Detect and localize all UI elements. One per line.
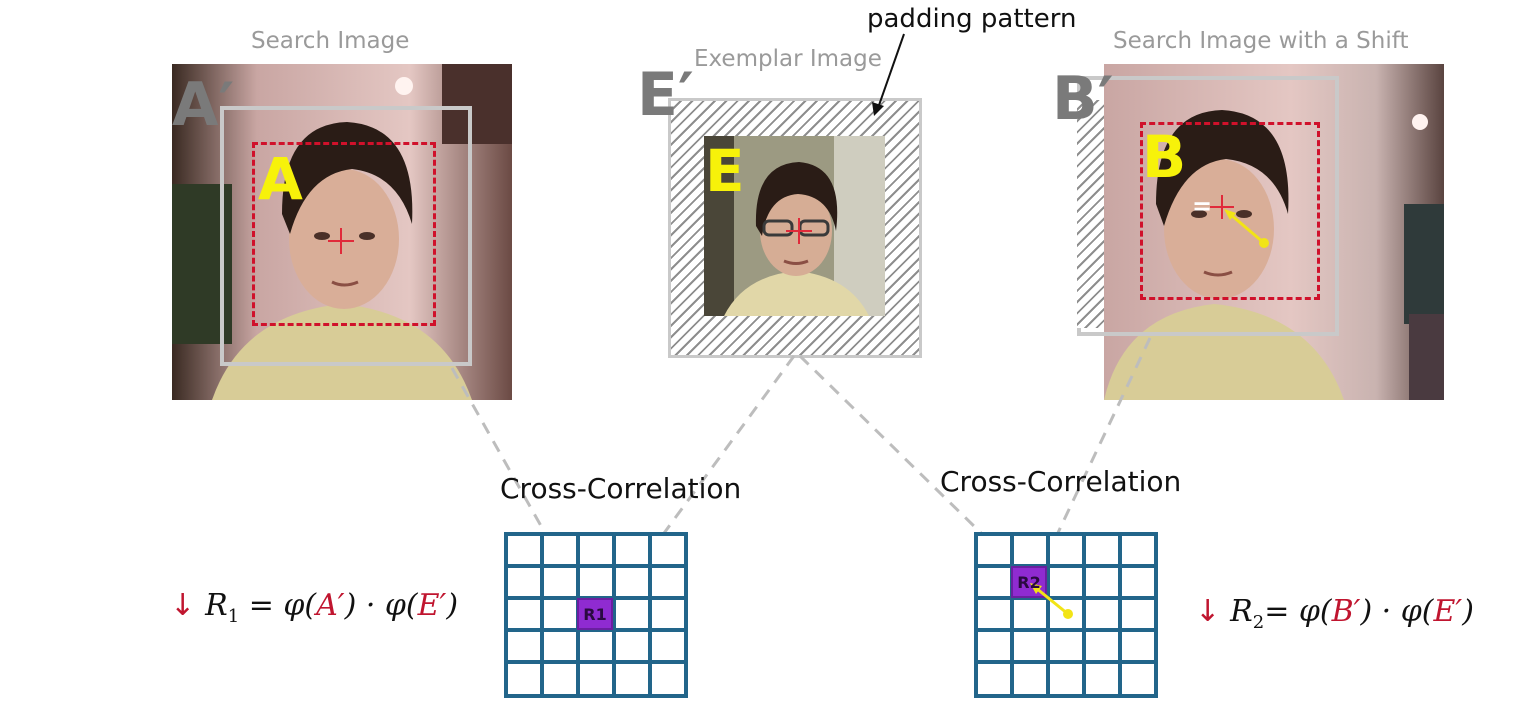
formula-r1-a: A′ [316, 588, 345, 623]
padding-pattern-label: padding pattern [867, 4, 1077, 34]
exemplar-photo [704, 136, 885, 316]
response-peak-r1 [577, 598, 613, 630]
shift-padding-strip [1077, 100, 1104, 328]
padding-pointer-arrow [872, 33, 905, 116]
formula-r1-sub: 1 [227, 606, 240, 627]
response-map-right [974, 532, 1158, 698]
search-image-photo [172, 64, 512, 400]
search-image-shift-photo [1104, 64, 1444, 400]
down-arrow-icon-2: ↓ [1195, 594, 1221, 629]
formula-r1: ↓ R1 = φ(A′) · φ(E′) [170, 588, 458, 627]
letter-b-prime: B′ [1052, 64, 1114, 134]
response-map-left [504, 532, 688, 698]
cell-label-r1: R1 [583, 605, 607, 624]
target-region-box-b [1140, 122, 1320, 300]
formula-r1-eq: = φ( [239, 588, 317, 623]
formula-r1-end: ) [446, 588, 459, 623]
search-image-shift [1104, 64, 1444, 400]
exemplar-image-caption: Exemplar Image [694, 46, 882, 72]
formula-r1-e: E′ [417, 588, 447, 623]
search-image-caption: Search Image [251, 28, 410, 54]
equals-sign: = [1192, 192, 1213, 220]
letter-e-prime: E′ [637, 60, 694, 130]
target-region-box-a [252, 142, 436, 326]
formula-r2: ↓ R2= φ(B′) · φ(E′) [1195, 594, 1474, 633]
shift-arrow-small [1035, 586, 1069, 616]
shift-arrow [1210, 195, 1269, 248]
formula-r1-mid: ) · φ( [344, 588, 418, 623]
shift-arrow-small-head [1030, 583, 1042, 594]
cell-label-r2: R2 [1017, 573, 1041, 592]
formula-r2-e: E′ [1433, 594, 1463, 629]
letter-a: A [258, 145, 303, 213]
search-image [172, 64, 512, 400]
cross-correlation-right-title: Cross-Correlation [940, 465, 1182, 498]
down-arrow-icon: ↓ [170, 588, 196, 623]
formula-r2-eq: = φ( [1264, 594, 1332, 629]
search-region-box [220, 106, 472, 366]
cross-correlation-left-title: Cross-Correlation [500, 472, 742, 505]
shift-arrow-small-dot [1063, 609, 1073, 619]
formula-r1-lhs: R [205, 588, 228, 623]
exemplar-image [704, 136, 885, 316]
formula-r2-lhs: R [1230, 594, 1253, 629]
connector-left-a [450, 367, 587, 605]
center-cross-v-a [340, 228, 342, 254]
formula-r2-b: B′ [1331, 594, 1361, 629]
letter-a-prime: A′ [172, 70, 235, 140]
center-cross-v-e [798, 218, 800, 244]
formula-r2-mid: ) · φ( [1360, 594, 1434, 629]
formula-r2-end: ) [1462, 594, 1474, 629]
formula-r2-sub: 2 [1252, 612, 1265, 633]
search-image-shift-caption: Search Image with a Shift [1113, 28, 1409, 54]
letter-b: B [1142, 123, 1187, 191]
letter-e: E [705, 137, 745, 205]
